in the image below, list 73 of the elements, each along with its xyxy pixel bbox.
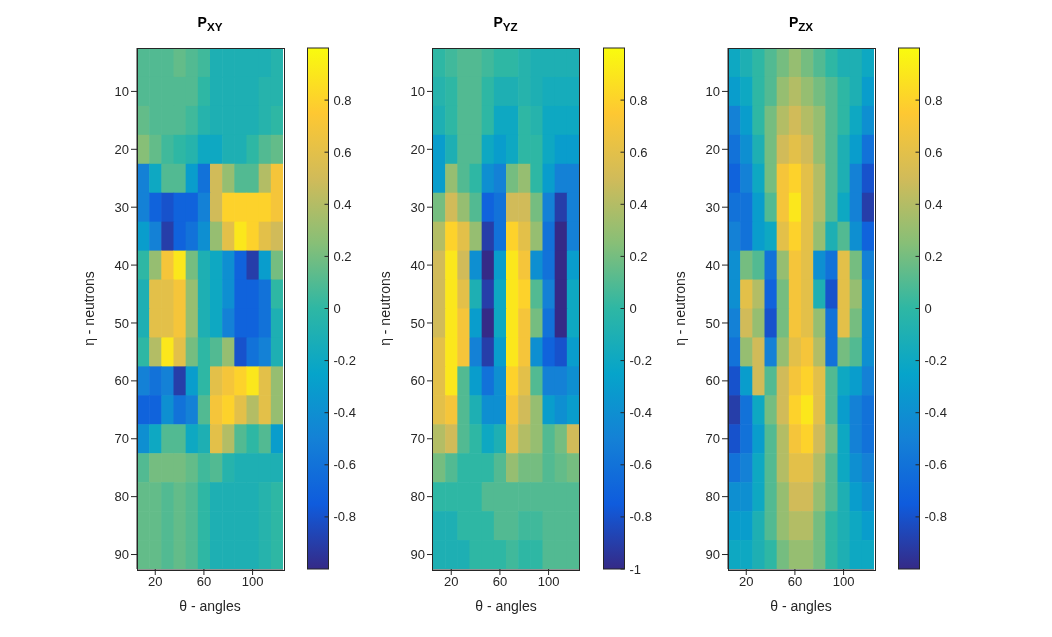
- x-axis-title: θ - angles: [474, 598, 537, 614]
- color-bar-label: -0.4: [333, 405, 356, 421]
- y-tick-label: 10: [114, 84, 129, 100]
- y-axis-title: η - neutrons: [376, 271, 393, 346]
- color-bar-label: 0.4: [629, 196, 648, 212]
- x-tick-label: 60: [787, 574, 803, 590]
- x-tick-label: 60: [492, 574, 507, 590]
- y-tick-label: 90: [705, 547, 720, 563]
- color-bar-label: 0.4: [924, 196, 943, 212]
- color-bar-label: 0.6: [629, 144, 648, 160]
- x-tick-label: 100: [241, 574, 264, 590]
- y-tick-label: 50: [705, 315, 720, 331]
- y-tick-label: 40: [705, 257, 720, 273]
- color-bar-label: 0.6: [924, 144, 943, 160]
- y-tick-label: 80: [410, 489, 425, 505]
- color-bar-label: 0.8: [333, 92, 352, 108]
- color-bar-label: -0.4: [629, 405, 652, 421]
- color-bar-label: 0.6: [333, 144, 352, 160]
- y-tick-label: 20: [410, 141, 425, 157]
- y-tick-label: 40: [114, 257, 129, 273]
- y-tick-label: 50: [410, 315, 425, 331]
- y-tick-label: 60: [410, 373, 425, 389]
- y-axis-title: η - neutrons: [80, 271, 97, 346]
- color-bar-label: 0.4: [333, 196, 352, 212]
- x-tick-label: 20: [443, 574, 458, 590]
- y-tick-label: 80: [114, 489, 129, 505]
- chart-title: P$_{ZX}$: [787, 14, 815, 33]
- color-bar-label: 0: [924, 301, 932, 316]
- color-bar-label: -0.2: [924, 353, 947, 369]
- color-bar-label: 0.8: [924, 92, 943, 108]
- y-tick-label: 30: [705, 199, 720, 215]
- x-tick-label: 60: [196, 574, 212, 590]
- y-tick-label: 80: [705, 489, 720, 505]
- y-tick-label: 10: [705, 84, 720, 100]
- color-bar-label: 0: [629, 301, 637, 316]
- color-bar-label: -0.6: [333, 457, 356, 473]
- y-tick-label: 70: [114, 431, 129, 447]
- x-tick-label: 100: [537, 574, 559, 590]
- color-bar-label: -0.6: [629, 457, 652, 473]
- x-tick-label: 20: [739, 574, 754, 590]
- y-tick-label: 40: [410, 257, 425, 273]
- chart-title: P$_{XY}$: [196, 14, 224, 33]
- color-bar-label: -0.2: [333, 353, 356, 369]
- color-bar-label: 0.2: [333, 248, 352, 264]
- color-bar-label: 0: [333, 301, 341, 316]
- y-tick-label: 60: [114, 373, 129, 389]
- y-tick-label: 90: [114, 547, 129, 563]
- y-tick-label: 20: [705, 141, 720, 157]
- color-bar-label: 0.8: [629, 92, 648, 108]
- x-tick-label: 20: [148, 574, 163, 590]
- y-tick-label: 10: [410, 84, 425, 100]
- color-bar-label: -0.4: [924, 405, 947, 421]
- y-tick-label: 30: [410, 199, 425, 215]
- y-axis-title: η - neutrons: [671, 271, 688, 346]
- color-bar-label: -0.2: [629, 353, 652, 369]
- color-bar-label: -1: [629, 561, 641, 577]
- y-tick-label: 30: [114, 199, 129, 215]
- color-bar-label: -0.8: [924, 509, 947, 525]
- y-tick-label: 70: [410, 431, 425, 447]
- chart-title: P$_{YZ}$: [492, 14, 519, 33]
- y-tick-label: 70: [705, 431, 720, 447]
- color-bar-label: 0.2: [629, 248, 648, 264]
- y-tick-label: 60: [705, 373, 720, 389]
- x-axis-title: θ - angles: [770, 598, 832, 614]
- x-axis-title: θ - angles: [179, 598, 241, 614]
- color-bar-label: -0.6: [924, 457, 947, 473]
- y-tick-label: 90: [410, 547, 425, 563]
- color-bar-label: -0.8: [629, 509, 652, 525]
- color-bar-label: -0.8: [333, 509, 356, 525]
- y-tick-label: 50: [114, 315, 129, 331]
- x-tick-label: 100: [832, 574, 855, 590]
- y-tick-label: 20: [114, 141, 129, 157]
- color-bar-label: 0.2: [924, 248, 943, 264]
